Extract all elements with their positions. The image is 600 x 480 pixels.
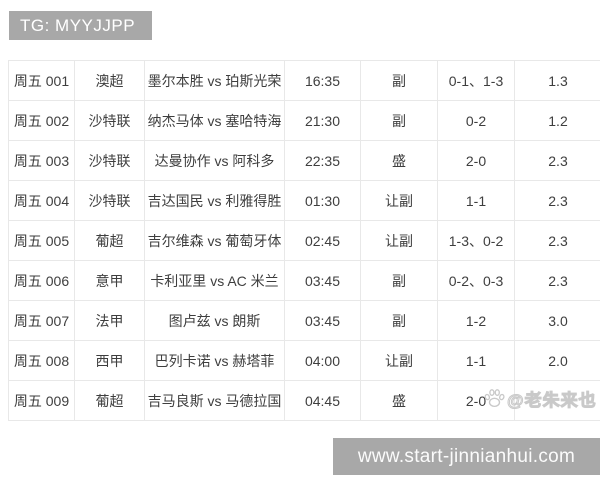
fixtures-table: 周五 001 澳超 墨尔本胜 vs 珀斯光荣 16:35 副 0-1、1-3 1…: [8, 60, 600, 421]
cell-time: 04:45: [285, 381, 361, 421]
cell-type: 副: [361, 301, 438, 341]
cell-day: 周五 002: [9, 101, 75, 141]
cell-time: 03:45: [285, 261, 361, 301]
table-row: 周五 004 沙特联 吉达国民 vs 利雅得胜 01:30 让副 1-1 2.3: [9, 181, 600, 221]
table-row: 周五 002 沙特联 纳杰马体 vs 塞哈特海 21:30 副 0-2 1.2: [9, 101, 600, 141]
cell-time: 04:00: [285, 341, 361, 381]
cell-score: 0-2: [438, 101, 515, 141]
cell-day: 周五 009: [9, 381, 75, 421]
cell-league: 葡超: [75, 381, 145, 421]
cell-odds: 1.3: [515, 61, 600, 101]
cell-match: 吉达国民 vs 利雅得胜: [145, 181, 285, 221]
cell-odds: 2.0: [515, 341, 600, 381]
cell-match: 卡利亚里 vs AC 米兰: [145, 261, 285, 301]
cell-odds: 2.3: [515, 261, 600, 301]
cell-league: 葡超: [75, 221, 145, 261]
telegram-badge-label: TG: MYYJJPP: [20, 15, 136, 35]
cell-time: 02:45: [285, 221, 361, 261]
cell-day: 周五 003: [9, 141, 75, 181]
cell-league: 沙特联: [75, 181, 145, 221]
cell-odds: 2.3: [515, 141, 600, 181]
cell-type: 盛: [361, 381, 438, 421]
cell-match: 吉尔维森 vs 葡萄牙体: [145, 221, 285, 261]
cell-type: 让副: [361, 341, 438, 381]
cell-league: 意甲: [75, 261, 145, 301]
cell-type: 副: [361, 61, 438, 101]
cell-league: 法甲: [75, 301, 145, 341]
cell-time: 22:35: [285, 141, 361, 181]
table-row: 周五 001 澳超 墨尔本胜 vs 珀斯光荣 16:35 副 0-1、1-3 1…: [9, 61, 600, 101]
cell-score: 1-1: [438, 181, 515, 221]
cell-score: 1-1: [438, 341, 515, 381]
telegram-badge: TG: MYYJJPP: [9, 11, 152, 40]
cell-type: 副: [361, 261, 438, 301]
cell-day: 周五 006: [9, 261, 75, 301]
table-row: 周五 006 意甲 卡利亚里 vs AC 米兰 03:45 副 0-2、0-3 …: [9, 261, 600, 301]
cell-league: 沙特联: [75, 141, 145, 181]
cell-type: 副: [361, 101, 438, 141]
cell-odds: [515, 381, 600, 421]
cell-league: 澳超: [75, 61, 145, 101]
cell-league: 沙特联: [75, 101, 145, 141]
cell-score: 0-2、0-3: [438, 261, 515, 301]
footer-url-bar: www.start-jinnianhui.com: [333, 438, 600, 475]
cell-day: 周五 001: [9, 61, 75, 101]
cell-match: 吉马良斯 vs 马德拉国: [145, 381, 285, 421]
cell-score: 2-0: [438, 381, 515, 421]
cell-day: 周五 004: [9, 181, 75, 221]
cell-type: 让副: [361, 221, 438, 261]
table-row: 周五 007 法甲 图卢兹 vs 朗斯 03:45 副 1-2 3.0: [9, 301, 600, 341]
cell-time: 01:30: [285, 181, 361, 221]
cell-day: 周五 008: [9, 341, 75, 381]
cell-odds: 2.3: [515, 181, 600, 221]
cell-match: 纳杰马体 vs 塞哈特海: [145, 101, 285, 141]
cell-day: 周五 007: [9, 301, 75, 341]
cell-type: 盛: [361, 141, 438, 181]
cell-match: 墨尔本胜 vs 珀斯光荣: [145, 61, 285, 101]
table-row: 周五 003 沙特联 达曼协作 vs 阿科多 22:35 盛 2-0 2.3: [9, 141, 600, 181]
cell-odds: 1.2: [515, 101, 600, 141]
cell-score: 2-0: [438, 141, 515, 181]
footer-url-text: www.start-jinnianhui.com: [357, 445, 576, 467]
cell-score: 1-2: [438, 301, 515, 341]
cell-time: 16:35: [285, 61, 361, 101]
table-row: 周五 008 西甲 巴列卡诺 vs 赫塔菲 04:00 让副 1-1 2.0: [9, 341, 600, 381]
cell-odds: 2.3: [515, 221, 600, 261]
table-row: 周五 009 葡超 吉马良斯 vs 马德拉国 04:45 盛 2-0: [9, 381, 600, 421]
cell-score: 1-3、0-2: [438, 221, 515, 261]
cell-score: 0-1、1-3: [438, 61, 515, 101]
cell-day: 周五 005: [9, 221, 75, 261]
cell-match: 图卢兹 vs 朗斯: [145, 301, 285, 341]
cell-type: 让副: [361, 181, 438, 221]
cell-league: 西甲: [75, 341, 145, 381]
table-row: 周五 005 葡超 吉尔维森 vs 葡萄牙体 02:45 让副 1-3、0-2 …: [9, 221, 600, 261]
cell-odds: 3.0: [515, 301, 600, 341]
cell-match: 达曼协作 vs 阿科多: [145, 141, 285, 181]
cell-time: 03:45: [285, 301, 361, 341]
cell-time: 21:30: [285, 101, 361, 141]
cell-match: 巴列卡诺 vs 赫塔菲: [145, 341, 285, 381]
